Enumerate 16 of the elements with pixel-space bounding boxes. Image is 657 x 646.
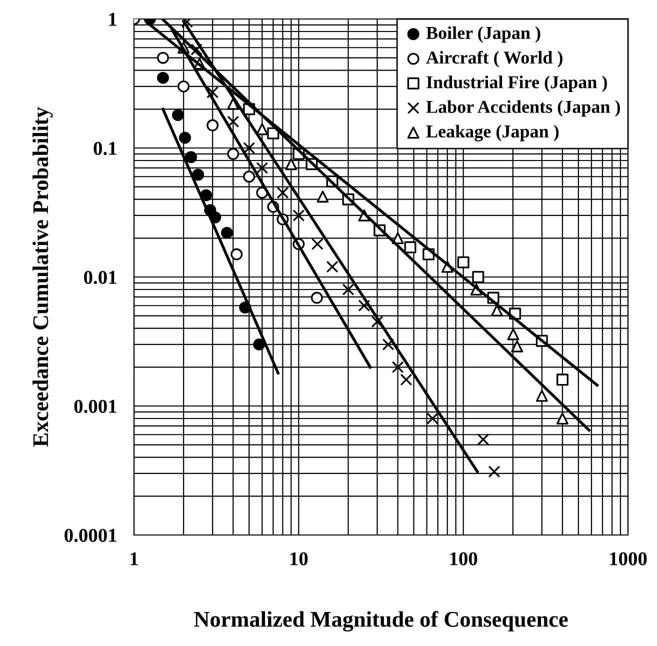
- legend-label: Industrial Fire (Japan ): [426, 76, 607, 92]
- x-tick-label: 100: [450, 552, 478, 566]
- legend-label: Labor Accidents (Japan ): [426, 100, 620, 117]
- y-tick-label: 0.1: [94, 142, 116, 156]
- legend-label: Aircraft ( World ): [426, 50, 562, 68]
- legend-label: Leakage (Japan ): [426, 124, 559, 142]
- y-tick-label: 1: [109, 12, 116, 26]
- y-tick-label: 0.0001: [64, 528, 116, 542]
- legend-label: Boiler (Japan ): [426, 26, 540, 43]
- x-axis-title: Normalized Magnitude of Consequence: [194, 610, 568, 632]
- x-tick-label: 10: [290, 552, 308, 566]
- x-tick-label: 1000: [610, 552, 647, 566]
- y-tick-label: 0.001: [74, 400, 116, 414]
- y-axis-title: Exceedance Cumulative Probability: [32, 107, 53, 447]
- x-tick-label: 1: [130, 552, 138, 566]
- y-tick-label: 0.01: [84, 270, 116, 284]
